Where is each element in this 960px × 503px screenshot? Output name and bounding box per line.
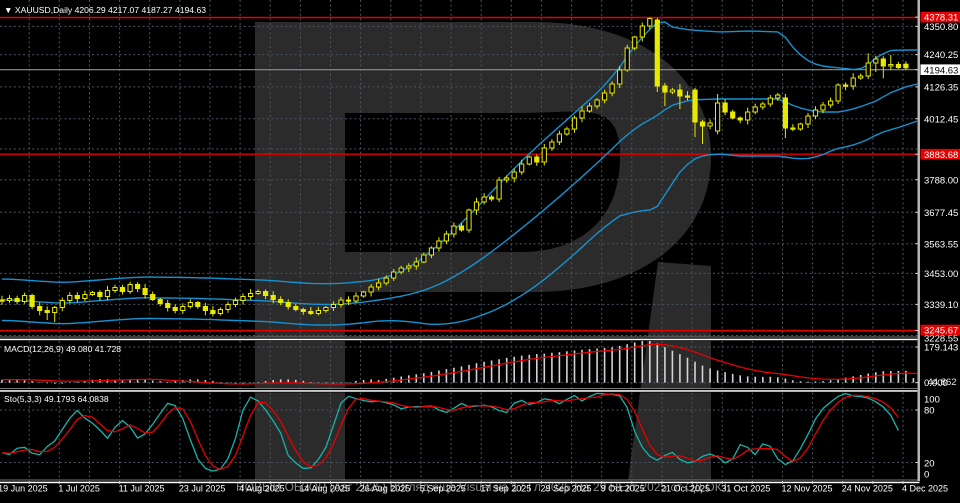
svg-text:3883.68: 3883.68 <box>924 150 958 161</box>
svg-text:3563.55: 3563.55 <box>924 239 958 250</box>
svg-text:3453.00: 3453.00 <box>924 269 958 280</box>
svg-text:4240.25: 4240.25 <box>924 50 958 61</box>
svg-text:4 Dec 2025: 4 Dec 2025 <box>902 484 948 494</box>
svg-text:44.862: 44.862 <box>928 377 957 388</box>
svg-text:3339.10: 3339.10 <box>924 300 958 311</box>
svg-text:4194.63: 4194.63 <box>924 65 958 76</box>
svg-text:▼ XAUUSD,Daily 4206.29 4217.: ▼ XAUUSD,Daily 4206.29 4217.07 4187.27 4… <box>4 5 206 15</box>
svg-text:31 Oct 2025: 31 Oct 2025 <box>721 484 770 494</box>
svg-text:29 Sep 2025: 29 Sep 2025 <box>541 484 592 494</box>
svg-text:MACD(12,26,9) 49.080 41.728: MACD(12,26,9) 49.080 41.728 <box>4 344 121 354</box>
svg-text:20: 20 <box>924 459 935 470</box>
svg-text:4 Aug 2025: 4 Aug 2025 <box>239 484 285 494</box>
svg-text:21 Oct 2025: 21 Oct 2025 <box>661 484 710 494</box>
svg-text:9 Oct 2025: 9 Oct 2025 <box>601 484 645 494</box>
svg-text:4378.31: 4378.31 <box>924 13 958 24</box>
svg-text:5 Sep 2025: 5 Sep 2025 <box>420 484 466 494</box>
svg-text:3245.67: 3245.67 <box>924 326 958 337</box>
svg-text:3677.45: 3677.45 <box>924 208 958 219</box>
svg-text:100: 100 <box>924 395 940 406</box>
svg-text:Sto(5,3,3) 49.1793 64.0838: Sto(5,3,3) 49.1793 64.0838 <box>4 394 109 404</box>
svg-text:3788.00: 3788.00 <box>924 175 958 186</box>
svg-text:24 Nov 2025: 24 Nov 2025 <box>842 484 893 494</box>
svg-text:0: 0 <box>924 470 929 481</box>
svg-text:1 Jul 2025: 1 Jul 2025 <box>58 484 100 494</box>
svg-text:11 Jul 2025: 11 Jul 2025 <box>119 484 165 494</box>
svg-text:179.143: 179.143 <box>924 343 958 354</box>
svg-text:4012.45: 4012.45 <box>924 114 958 125</box>
svg-text:26 Aug 2025: 26 Aug 2025 <box>360 484 411 494</box>
svg-text:14 Aug 2025: 14 Aug 2025 <box>299 484 350 494</box>
svg-text:12 Nov 2025: 12 Nov 2025 <box>782 484 833 494</box>
svg-text:17 Sep 2025: 17 Sep 2025 <box>480 484 531 494</box>
svg-text:23 Jul 2025: 23 Jul 2025 <box>179 484 226 494</box>
svg-text:19 Jun 2025: 19 Jun 2025 <box>0 484 48 494</box>
svg-text:4126.35: 4126.35 <box>924 83 958 94</box>
svg-text:80: 80 <box>924 406 935 417</box>
